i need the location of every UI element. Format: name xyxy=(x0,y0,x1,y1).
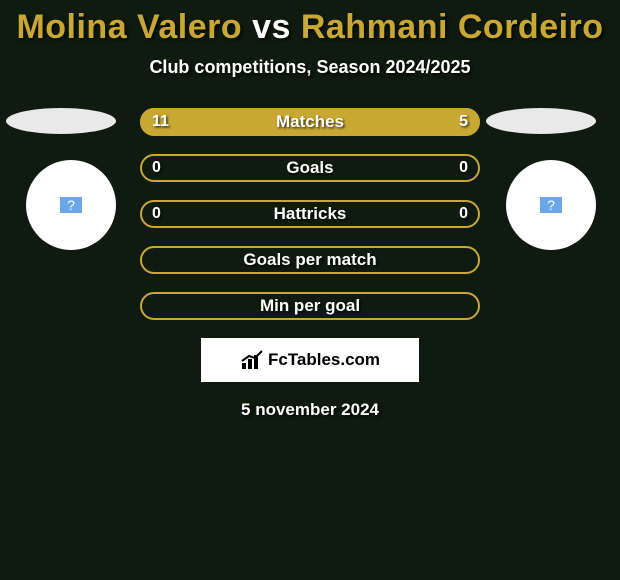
comparison-card: Molina Valero vs Rahmani Cordeiro Club c… xyxy=(0,0,620,420)
flag-right-icon: ? xyxy=(540,197,562,213)
brand-text: FcTables.com xyxy=(268,350,380,370)
brand-logo-icon xyxy=(240,349,264,371)
player-circle-right: ? xyxy=(506,160,596,250)
title-vs: vs xyxy=(242,8,301,46)
stats-area: ? ? 115Matches 00Goals 00Hattricks Goals pe… xyxy=(0,108,620,420)
stat-label: Matches xyxy=(140,108,480,136)
ellipse-left xyxy=(6,108,116,134)
title-player1: Molina Valero xyxy=(16,8,242,46)
brand-box: FcTables.com xyxy=(201,338,419,382)
ellipse-right xyxy=(486,108,596,134)
flag-left-icon: ? xyxy=(60,197,82,213)
player-circle-left: ? xyxy=(26,160,116,250)
stat-row: 115Matches xyxy=(140,108,480,136)
stat-label: Hattricks xyxy=(140,200,480,228)
stat-label: Goals xyxy=(140,154,480,182)
subtitle: Club competitions, Season 2024/2025 xyxy=(0,57,620,78)
stat-row: 00Hattricks xyxy=(140,200,480,228)
title-player2: Rahmani Cordeiro xyxy=(301,8,604,46)
stat-row: Min per goal xyxy=(140,292,480,320)
stat-row: Goals per match xyxy=(140,246,480,274)
page-title: Molina Valero vs Rahmani Cordeiro xyxy=(0,8,620,47)
date-line: 5 november 2024 xyxy=(0,400,620,420)
stat-label: Goals per match xyxy=(140,246,480,274)
stat-label: Min per goal xyxy=(140,292,480,320)
stat-row: 00Goals xyxy=(140,154,480,182)
